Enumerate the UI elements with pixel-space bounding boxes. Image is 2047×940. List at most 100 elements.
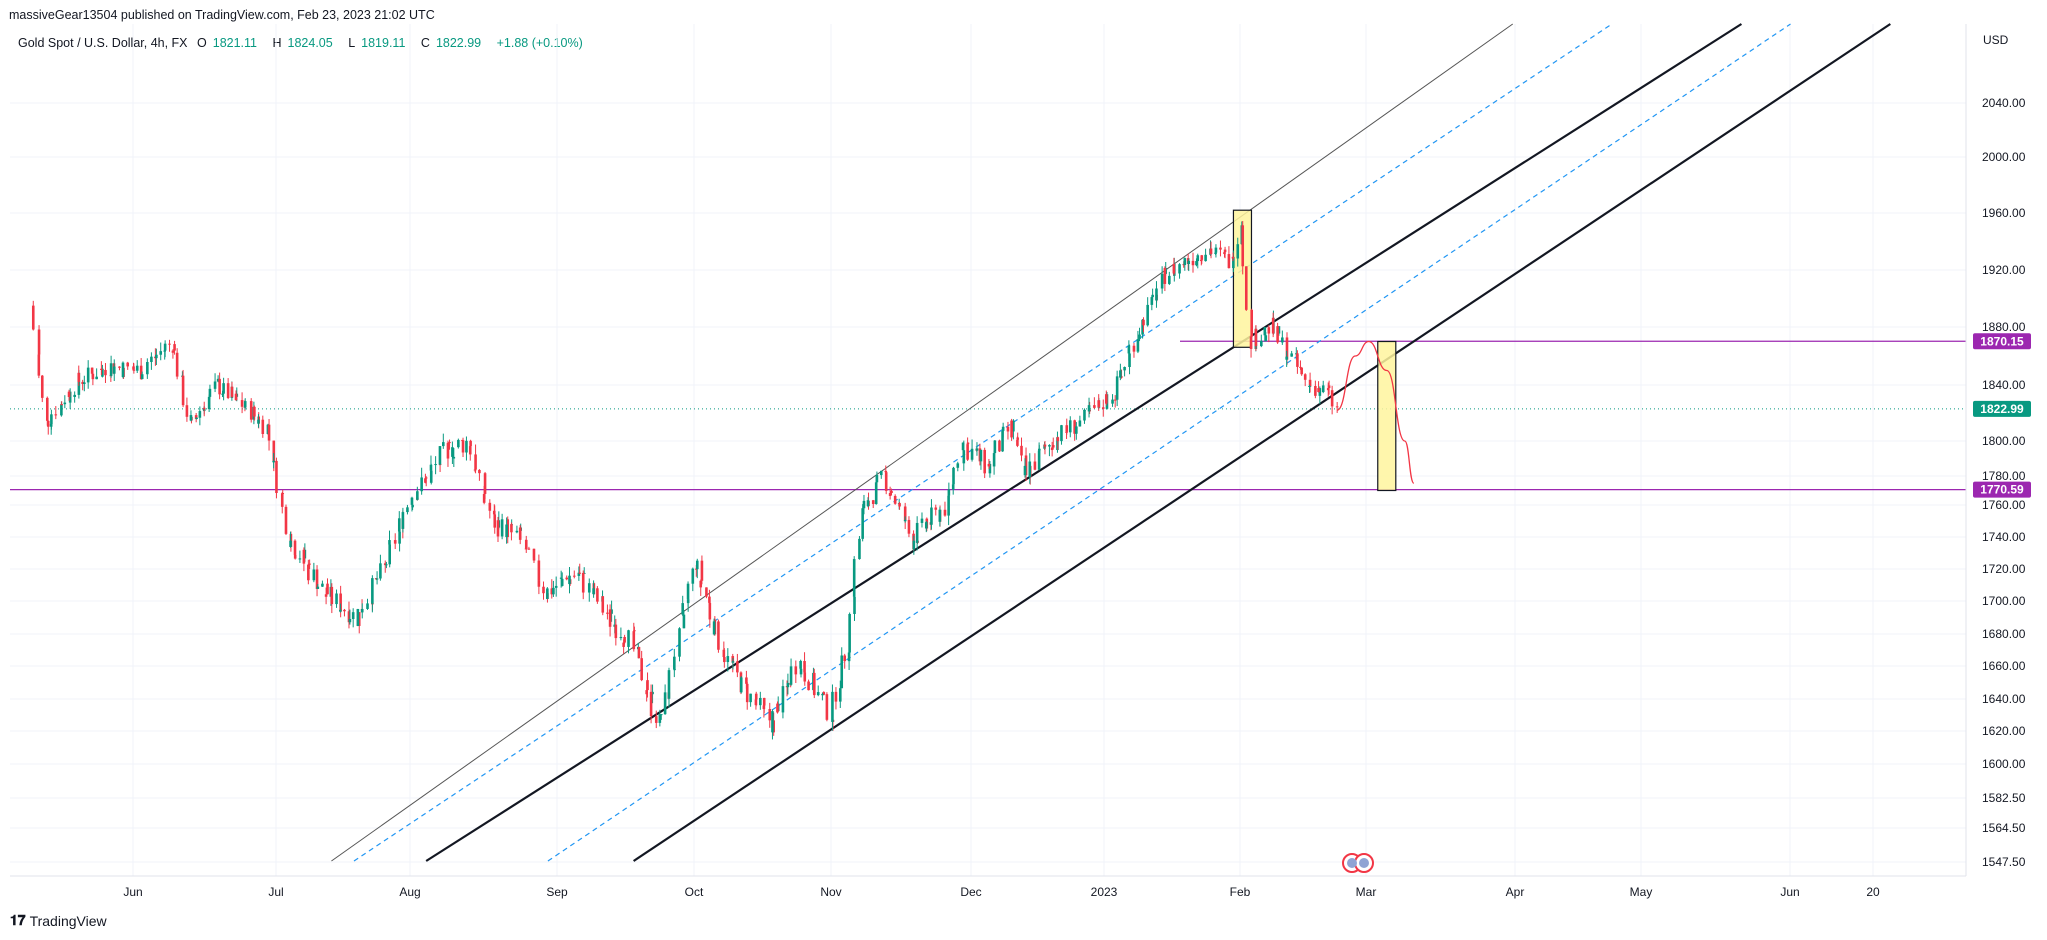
- candle-body: [983, 449, 986, 474]
- candle-body: [448, 442, 451, 444]
- candle-body: [284, 506, 288, 534]
- candle-body: [768, 709, 772, 721]
- x-tick-label: Apr: [1506, 885, 1525, 899]
- candle-body: [1078, 420, 1082, 427]
- candle-body: [987, 463, 991, 467]
- x-tick-label: May: [1630, 885, 1653, 899]
- candle-body: [847, 652, 851, 662]
- price-label-bg: [1973, 333, 2031, 350]
- candle-body: [619, 636, 623, 639]
- candle-body: [825, 694, 829, 720]
- candle-body: [762, 705, 766, 710]
- candle-body: [924, 522, 928, 529]
- candle-body: [1250, 309, 1254, 337]
- y-tick-label: 1740.00: [1982, 530, 2026, 544]
- y-tick-label: 1920.00: [1982, 263, 2026, 277]
- candle-body: [789, 666, 793, 685]
- candle-body: [1060, 425, 1063, 442]
- candle-body: [1300, 367, 1303, 375]
- channel-line: [425, 23, 1743, 862]
- candle-body: [1163, 267, 1167, 284]
- candle-body: [159, 351, 163, 355]
- candle-body: [799, 668, 803, 675]
- candle-body: [812, 672, 816, 696]
- candle-body: [1183, 258, 1187, 266]
- x-tick-label: Oct: [685, 885, 704, 899]
- y-tick-label: 1760.00: [1982, 498, 2026, 512]
- candle-body: [360, 608, 364, 613]
- candle-body: [393, 540, 397, 544]
- candle-body: [468, 446, 472, 455]
- candle-body: [60, 404, 63, 416]
- candle-body: [1223, 249, 1227, 253]
- candle-body: [488, 502, 492, 511]
- candle-body: [822, 692, 826, 695]
- candle-body: [853, 596, 856, 614]
- candle-body: [1001, 430, 1004, 452]
- candle-body: [446, 442, 450, 459]
- candle-body: [1231, 256, 1235, 259]
- candle-body: [474, 454, 477, 470]
- candle-body: [510, 524, 513, 533]
- candle-body: [834, 691, 838, 702]
- candle-body: [1299, 366, 1302, 368]
- candle-body: [146, 366, 149, 375]
- candle-body: [385, 564, 388, 566]
- candle-body: [560, 578, 564, 586]
- candle-body: [90, 367, 94, 374]
- candle-body: [230, 386, 234, 397]
- candle-body: [1037, 450, 1041, 470]
- candle-body: [550, 588, 554, 595]
- candle-body: [195, 417, 198, 419]
- candle-body: [1303, 374, 1307, 380]
- price-axis[interactable]: USD2040.002000.001960.001920.001880.0018…: [1982, 33, 2026, 869]
- candle-body: [934, 507, 938, 510]
- candle-body: [592, 588, 595, 595]
- candle-body: [646, 680, 649, 691]
- candle-body: [568, 575, 571, 585]
- candle-body: [1236, 244, 1240, 259]
- candle-body: [938, 509, 942, 522]
- candle-body: [1087, 405, 1091, 412]
- candle-body: [852, 559, 856, 597]
- candle-body: [1111, 399, 1114, 404]
- candle-body: [168, 343, 171, 345]
- channel-line: [331, 23, 1514, 862]
- candle-body: [272, 460, 275, 463]
- candle-body: [330, 586, 334, 605]
- time-axis[interactable]: Jun Jul Aug Sep Oct Nov Dec 2023 Feb Mar Apr May Jun…: [123, 885, 1880, 899]
- candle-body: [524, 548, 528, 550]
- candle-body: [253, 406, 256, 417]
- publisher-line: massiveGear13504 published on TradingVie…: [9, 8, 435, 22]
- candle-body: [452, 456, 456, 459]
- candle-body: [606, 612, 609, 614]
- candle-body: [1260, 340, 1263, 347]
- candle-body: [614, 624, 618, 639]
- candle-body: [794, 666, 798, 675]
- currency-flag-icon[interactable]: [1342, 853, 1374, 873]
- y-tick-label: 2000.00: [1982, 150, 2026, 164]
- candle-body: [1285, 356, 1288, 360]
- candle-body: [465, 440, 468, 453]
- candle-body: [1327, 385, 1331, 389]
- candle-body: [457, 439, 460, 448]
- x-tick-label: Sep: [546, 885, 568, 899]
- candle-body: [1073, 420, 1076, 434]
- candle-body: [1010, 420, 1013, 438]
- candle-body: [1123, 367, 1126, 371]
- candle-body: [1001, 426, 1005, 431]
- candle-body: [81, 381, 84, 384]
- candle-body: [1178, 264, 1181, 274]
- candle-body: [410, 497, 414, 505]
- candle-body: [1012, 420, 1015, 432]
- candle-body: [970, 448, 974, 460]
- tradingview-logo[interactable]: 𝟏𝟕 TradingView: [10, 912, 107, 929]
- candle-body: [1056, 437, 1060, 442]
- candle-body: [91, 373, 95, 380]
- candle-body: [537, 560, 541, 581]
- candles: [31, 221, 1339, 740]
- candle-body: [903, 506, 907, 522]
- candle-body: [140, 374, 144, 380]
- symbol-name[interactable]: Gold Spot / U.S. Dollar, 4h, FX: [18, 36, 188, 50]
